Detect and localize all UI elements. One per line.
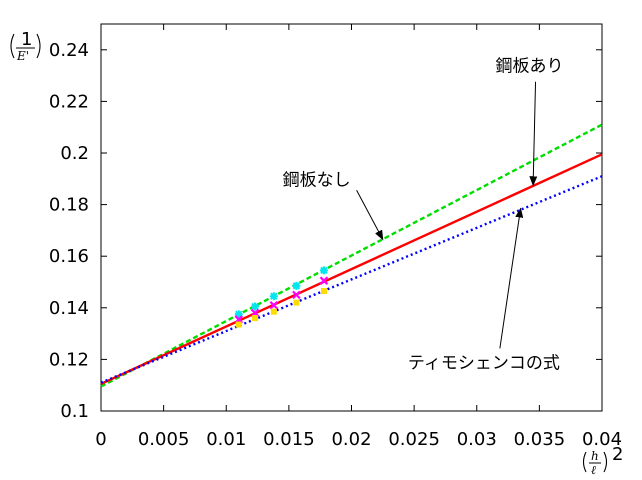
y-tick-label: 0.12 [49, 349, 89, 370]
xlabel-denominator: ℓ [591, 463, 596, 477]
marker-star [319, 266, 328, 275]
markers-layer [234, 266, 329, 328]
marker-star [269, 292, 278, 301]
y-tick-label: 0.1 [60, 401, 89, 422]
ylabel-denominator: E' [16, 49, 29, 63]
marker-square [235, 321, 242, 328]
marker-square [270, 308, 277, 315]
x-tick-label: 0.02 [331, 429, 371, 450]
x-tick-label: 0.005 [138, 429, 190, 450]
marker-square [252, 315, 259, 322]
y-tick-label: 0.18 [49, 195, 89, 216]
marker-square [320, 288, 327, 295]
y-tick-label: 0.24 [49, 40, 89, 61]
marker-star [292, 281, 301, 290]
x-tick-label: 0.04 [582, 429, 622, 450]
axis-ticks: 0 0.005 0.01 0.015 0.02 0.025 0.03 0.035 0.04 0.1… [49, 24, 622, 450]
annotation-arrow-0 [529, 81, 538, 187]
xlabel-exponent: 2 [612, 444, 623, 465]
x-tick-label: 0.03 [457, 429, 497, 450]
annotation-label-2: ティモシェンコの式 [408, 353, 560, 373]
marker-star [234, 310, 243, 319]
y-tick-label: 0.22 [49, 91, 89, 112]
series-line-1 [100, 153, 603, 386]
y-tick-label: 0.16 [49, 246, 89, 267]
xlabel-paren-right [603, 451, 608, 473]
series-line-0 [100, 123, 603, 388]
axis-labels: hℓ 2 1E' [10, 29, 623, 477]
ylabel-numerator: 1 [21, 29, 32, 50]
annotation-label-0: 鋼板あり [496, 57, 564, 77]
x-tick-label: 0 [95, 429, 106, 450]
series-layer [100, 123, 603, 388]
annotation-label-1: 鋼板なし [283, 170, 351, 190]
marker-cross [269, 300, 279, 310]
marker-star [251, 302, 260, 311]
marker-square [293, 299, 300, 306]
ylabel-paren-left [10, 33, 15, 59]
x-tick-label: 0.015 [263, 429, 315, 450]
ylabel-paren-right [36, 33, 41, 59]
annotation-arrow-2 [499, 207, 524, 349]
annotation-arrow-1 [356, 190, 384, 241]
series-line-2 [100, 175, 603, 384]
marker-cross [319, 276, 329, 285]
x-tick-label: 0.025 [388, 429, 440, 450]
y-tick-label: 0.14 [49, 298, 89, 319]
marker-cross [292, 290, 301, 300]
y-tick-label: 0.2 [60, 143, 89, 164]
x-tick-label: 0.035 [514, 429, 566, 450]
xlabel-numerator: h [591, 449, 599, 463]
xlabel-paren-left [582, 451, 587, 473]
x-tick-label: 0.01 [206, 429, 246, 450]
